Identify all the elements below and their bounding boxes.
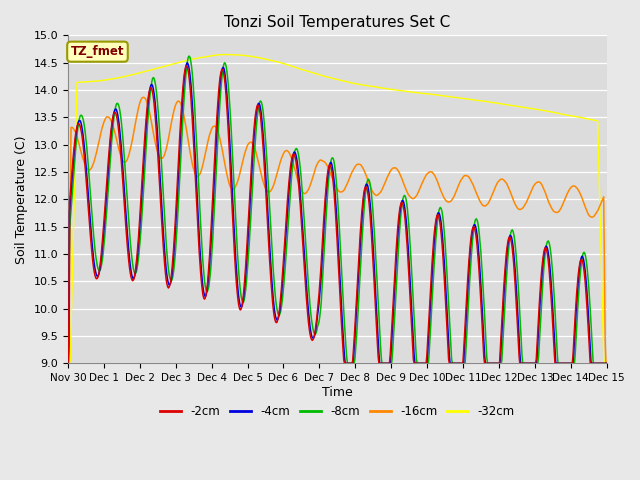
Y-axis label: Soil Temperature (C): Soil Temperature (C) — [15, 135, 28, 264]
Legend: -2cm, -4cm, -8cm, -16cm, -32cm: -2cm, -4cm, -8cm, -16cm, -32cm — [156, 401, 520, 423]
Text: TZ_fmet: TZ_fmet — [71, 45, 124, 58]
X-axis label: Time: Time — [322, 386, 353, 399]
Title: Tonzi Soil Temperatures Set C: Tonzi Soil Temperatures Set C — [224, 15, 451, 30]
